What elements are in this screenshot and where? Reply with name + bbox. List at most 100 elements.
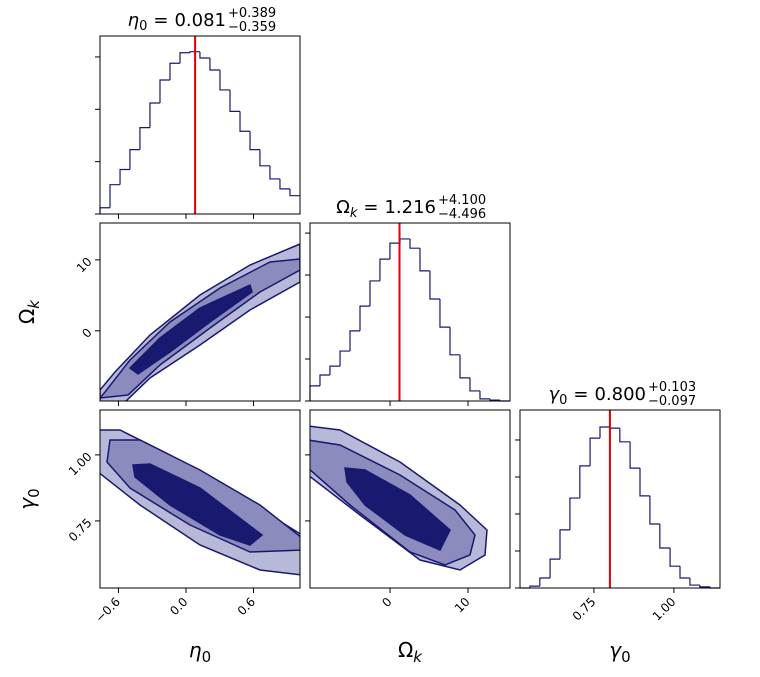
panel-title: η0 = 0.081 [128, 10, 226, 34]
hist-step [539, 577, 551, 587]
title-relation: = [153, 10, 168, 31]
hist-step [209, 57, 220, 71]
x-tick-label: 0.75 [570, 595, 599, 624]
hist-step [199, 51, 210, 59]
hist-step [479, 390, 490, 400]
contour-inner [128, 283, 253, 375]
title-symbol: Ω [336, 197, 350, 218]
title-upper: +0.389 [228, 6, 276, 21]
hist-step [529, 585, 540, 588]
hist-step [289, 188, 300, 197]
hist-step [179, 52, 190, 64]
hist-step [379, 258, 390, 281]
y-tick-label: 10 [74, 255, 95, 276]
axis-sub: 0 [621, 648, 631, 666]
title-relation: = [363, 197, 378, 218]
title-symbol: γ [548, 384, 560, 405]
hist-step [259, 149, 270, 167]
x-tick-label: 0 [379, 595, 394, 610]
contour-eta-omega [100, 243, 300, 401]
hist-step [149, 102, 160, 128]
panel-title: Ωk = 1.216 [336, 197, 436, 221]
hist-step [469, 377, 480, 392]
hist-step [309, 385, 320, 401]
hist-step [649, 495, 660, 525]
hist-step [399, 238, 410, 244]
hist-step [99, 207, 111, 214]
hist-step [279, 178, 290, 190]
hist-step [449, 327, 460, 356]
axis-sub: k [413, 648, 423, 666]
axis-symbol: γ [609, 638, 622, 662]
hist-step [549, 558, 560, 579]
hist-step [599, 426, 610, 439]
hist-step [429, 270, 440, 300]
hist-step [129, 149, 140, 170]
hist-step [639, 468, 650, 497]
hist-step [579, 465, 591, 499]
title-symbol: η [128, 10, 139, 31]
hist-step [349, 330, 360, 352]
title-upper: +4.100 [438, 193, 486, 208]
hist-step [169, 62, 181, 80]
hist-step [269, 165, 280, 180]
contour-omega-gamma [310, 425, 488, 571]
panel-frame [99, 222, 301, 402]
contour-inner [344, 467, 451, 551]
hist-step [609, 427, 620, 429]
y-axis-label: γ0 [15, 488, 43, 509]
title-median: 0.081 [174, 10, 226, 31]
axis-symbol: η [189, 638, 202, 662]
title-lower: −4.496 [438, 207, 486, 222]
title-sub: k [350, 206, 358, 221]
hist-step [139, 127, 150, 150]
hist-step [319, 374, 330, 386]
hist-step [329, 365, 341, 375]
hist-step [439, 298, 451, 328]
title-lower: −0.359 [228, 20, 276, 35]
y-tick-label: 0 [79, 325, 94, 340]
hist-step [189, 51, 200, 53]
hist-step [569, 497, 580, 530]
hist-step [659, 523, 671, 549]
panel-frame [99, 35, 301, 215]
title-median: 0.800 [594, 384, 646, 405]
hist-step [689, 578, 700, 586]
hist-step [589, 437, 600, 466]
title-lower: −0.097 [648, 394, 696, 409]
hist-step [249, 131, 260, 151]
panel-frame [99, 409, 301, 589]
hist-step [159, 79, 171, 104]
panel-frame [519, 409, 721, 589]
hist-step [679, 566, 690, 579]
panel-frame [309, 409, 511, 589]
title-sub: 0 [559, 393, 567, 408]
x-tick-label: 0.0 [167, 595, 190, 618]
title-median: 1.216 [384, 197, 436, 218]
axis-symbol: γ [15, 497, 39, 510]
hist-step [669, 548, 680, 567]
y-axis-label: Ωk [15, 299, 43, 324]
hist-step [229, 89, 241, 112]
hist-step [359, 305, 370, 331]
hist-step [419, 248, 430, 272]
hist-step [619, 428, 631, 443]
x-axis-label: η0 [189, 638, 211, 666]
y-tick-label: 0.75 [66, 516, 95, 545]
title-sub: 0 [139, 19, 147, 34]
contour-inner [132, 463, 264, 546]
hist-step [109, 184, 121, 208]
hist-step [389, 242, 401, 260]
x-axis-label: Ωk [398, 638, 423, 666]
x-tick-label: 10 [452, 595, 473, 616]
x-tick-label: 0.6 [235, 595, 258, 618]
x-axis-label: γ0 [609, 638, 630, 666]
title-relation: = [573, 384, 588, 405]
title-upper: +0.103 [648, 380, 696, 395]
hist-step [459, 354, 470, 379]
panel-frame [309, 222, 511, 402]
axis-sub: 0 [202, 648, 212, 666]
hist-step [239, 111, 251, 132]
hist-step [699, 585, 711, 588]
